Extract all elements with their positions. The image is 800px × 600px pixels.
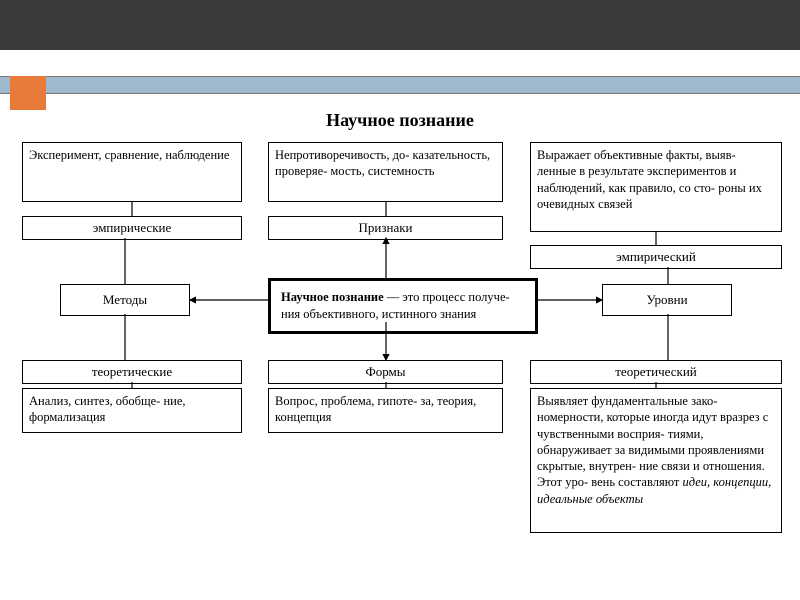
- label-teoreticheskie-l: теоретические: [22, 360, 242, 384]
- accent-block: [10, 76, 46, 110]
- box-forms-content: Вопрос, проблема, гипоте- за, теория, ко…: [268, 388, 503, 433]
- text: Анализ, синтез, обобще- ние, формализаци…: [29, 394, 186, 424]
- text: Непротиворечивость, до- казательность, п…: [275, 148, 490, 178]
- label-empiricheskii-r: эмпирический: [530, 245, 782, 269]
- label-teoreticheskii-r: теоретический: [530, 360, 782, 384]
- central-definition: Научное познание — это процесс получе- н…: [268, 278, 538, 334]
- text: Выражает объективные факты, выяв- ленные…: [537, 148, 762, 211]
- central-bold: Научное познание: [281, 290, 384, 304]
- label-levels: Уровни: [602, 284, 732, 316]
- label-forms: Формы: [268, 360, 503, 384]
- text: Эксперимент, сравнение, наблюдение: [29, 148, 229, 162]
- box-experiment: Эксперимент, сравнение, наблюдение: [22, 142, 242, 202]
- label-empiricheskie-l: эмпирические: [22, 216, 242, 240]
- topbar-dark: [0, 0, 800, 50]
- box-analysis: Анализ, синтез, обобще- ние, формализаци…: [22, 388, 242, 433]
- box-empirical-level: Выражает объективные факты, выяв- ленные…: [530, 142, 782, 232]
- label-methods: Методы: [60, 284, 190, 316]
- diagram-title: Научное познание: [0, 110, 800, 131]
- topbar-blue: [0, 76, 800, 94]
- text: Вопрос, проблема, гипоте- за, теория, ко…: [275, 394, 476, 424]
- box-theoretical-level: Выявляет фундаментальные зако- номерност…: [530, 388, 782, 533]
- box-priznaki-content: Непротиворечивость, до- казательность, п…: [268, 142, 503, 202]
- label-priznaki: Признаки: [268, 216, 503, 240]
